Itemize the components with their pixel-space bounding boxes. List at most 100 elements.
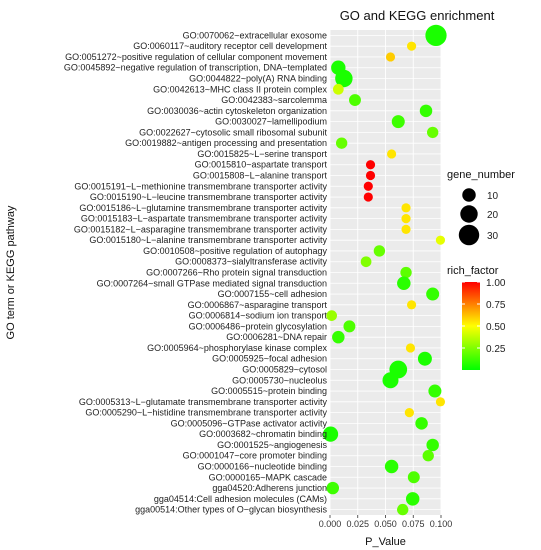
data-point <box>435 397 446 407</box>
data-point <box>427 126 439 139</box>
color-legend-label: 0.25 <box>486 344 506 355</box>
data-point <box>385 52 396 62</box>
y-axis-title: GO term or KEGG pathway <box>5 205 17 339</box>
category-label: GO:0007155~cell adhesion <box>218 289 327 299</box>
data-point <box>326 310 338 321</box>
category-label: GO:0019882~antigen processing and presen… <box>125 138 327 148</box>
category-label: GO:0042383~sarcolemma <box>221 95 327 105</box>
category-label: GO:0005096~GTPase activator activity <box>171 418 328 428</box>
data-point <box>322 426 339 442</box>
color-legend-bar <box>462 282 480 370</box>
category-label: GO:0005964~phosphorylase kinase complex <box>147 343 327 353</box>
category-label: GO:0022627~cytosolic small ribosomal sub… <box>139 127 327 137</box>
size-legend-label: 10 <box>487 191 499 202</box>
category-label: GO:0010508~positive regulation of autoph… <box>143 246 327 256</box>
category-label: GO:0005925~focal adhesion <box>212 354 327 364</box>
data-point <box>373 245 386 257</box>
data-point <box>365 160 376 170</box>
category-label: GO:0015808~L−alanine transport <box>193 171 328 181</box>
color-legend-label: 0.75 <box>486 300 506 311</box>
category-label: GO:0060117~auditory receptor cell develo… <box>133 41 327 51</box>
data-point <box>419 104 433 118</box>
color-legend-label: 1.00 <box>486 278 506 289</box>
category-label: GO:0070062~extracellular exosome <box>183 30 327 40</box>
data-point <box>363 192 373 202</box>
color-legend: rich_factor 0.25 0.50 0.75 1.00 <box>447 265 506 370</box>
data-point <box>428 384 442 398</box>
data-point <box>326 481 340 495</box>
data-point <box>397 276 411 291</box>
data-point <box>400 266 412 279</box>
category-label: GO:0005730~nucleolus <box>232 375 327 385</box>
category-label: GO:0006867~asparagine transport <box>188 300 328 310</box>
data-point <box>401 214 411 224</box>
data-point <box>332 83 344 95</box>
x-axis-title: P_Value <box>365 536 406 548</box>
data-point <box>404 408 414 418</box>
category-label: GO:0045892~negative regulation of transc… <box>64 63 327 73</box>
size-legend-label: 30 <box>487 231 499 242</box>
data-point <box>397 503 409 516</box>
category-label: GO:0001525~angiogenesis <box>217 440 327 450</box>
category-label: GO:0007264~small GTPase mediated signal … <box>97 278 327 288</box>
data-point <box>365 170 376 181</box>
category-label: GO:0015191~L−methionine transmembrane tr… <box>74 181 327 191</box>
size-legend-label: 20 <box>487 210 499 221</box>
x-tick-label: 0.025 <box>346 519 369 529</box>
size-legend-title: gene_number <box>447 169 515 181</box>
category-label: GO:0015180~L−alanine transmembrane trans… <box>89 235 327 245</box>
data-point <box>343 320 356 333</box>
category-label: GO:0042613~MHC class II protein complex <box>153 84 327 94</box>
color-legend-title: rich_factor <box>447 265 499 277</box>
chart-title: GO and KEGG enrichment <box>340 8 495 23</box>
data-point <box>406 41 417 51</box>
x-tick-label: 0.000 <box>319 519 342 529</box>
data-point <box>415 417 428 430</box>
category-label: GO:0001047~core promoter binding <box>183 451 327 461</box>
size-legend-dot <box>462 188 476 202</box>
category-label: GO:0008373~sialyltransferase activity <box>175 257 327 267</box>
color-legend-label: 0.50 <box>486 322 506 333</box>
size-legend: gene_number 10 20 30 <box>447 169 515 246</box>
data-point <box>387 149 397 159</box>
category-label: GO:0005515~protein binding <box>211 386 327 396</box>
category-label: GO:0015183~L−aspartate transmembrane tra… <box>81 214 328 224</box>
data-point <box>401 203 411 213</box>
category-label: GO:0003682~chromatin binding <box>199 429 327 439</box>
category-label: gga00514:Other types of O−glycan biosynt… <box>135 505 327 515</box>
data-point <box>417 351 432 366</box>
data-point <box>426 287 440 301</box>
category-label: GO:0030027~lamellipodium <box>215 117 327 127</box>
category-label: GO:0015190~L−leucine transmembrane trans… <box>90 192 328 202</box>
x-axis-ticks: 0.000 0.025 0.050 0.075 0.100 <box>319 515 453 529</box>
size-legend-dot <box>460 205 478 223</box>
data-point <box>405 343 416 353</box>
category-label: gga04520:Adherens junction <box>212 483 327 493</box>
data-point <box>406 300 417 310</box>
data-point <box>407 471 420 484</box>
x-tick-label: 0.075 <box>402 519 425 529</box>
data-point <box>425 24 447 47</box>
category-label: GO:0030036~actin cytoskeleton organizati… <box>147 106 327 116</box>
data-point <box>391 115 405 129</box>
data-point <box>382 372 399 389</box>
data-point <box>422 450 434 462</box>
category-label: GO:0015186~L−glutamine transmembrane tra… <box>79 203 327 213</box>
data-point <box>363 181 373 191</box>
data-points <box>322 24 447 516</box>
x-tick-label: 0.050 <box>374 519 397 529</box>
category-label: GO:0005313~L−glutamate transmembrane tra… <box>79 397 328 407</box>
category-label: gga04514:Cell adhesion molecules (CAMs) <box>154 494 327 504</box>
data-point <box>435 235 446 245</box>
category-label: GO:0006281~DNA repair <box>226 332 327 342</box>
category-label: GO:0006814~sodium ion transport <box>189 311 328 321</box>
size-legend-dot <box>458 224 480 246</box>
category-label: GO:0000166~nucleotide binding <box>198 462 327 472</box>
category-label: GO:0051272~positive regulation of cellul… <box>65 52 327 62</box>
category-label: GO:0015825~L−serine transport <box>197 149 327 159</box>
data-point <box>401 224 411 234</box>
x-tick-label: 0.100 <box>430 519 453 529</box>
category-label: GO:0005829~cytosol <box>242 365 327 375</box>
